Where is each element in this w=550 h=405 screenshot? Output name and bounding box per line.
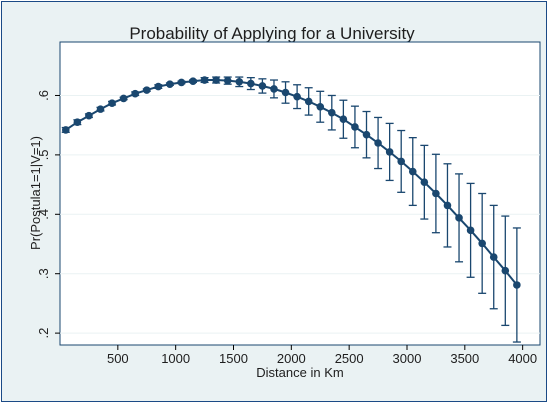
data-point [374, 139, 382, 147]
y-tick-label: .3 [36, 268, 51, 279]
data-point [200, 76, 209, 84]
data-point [96, 105, 105, 113]
data-point [73, 118, 82, 127]
data-point [316, 102, 325, 111]
y-tick-label: .4 [36, 209, 51, 220]
y-axis-label: Pr(Postula1=1|V=1) [28, 136, 43, 250]
series-line [65, 79, 518, 286]
data-point [247, 79, 255, 88]
data-point [131, 89, 139, 98]
data-point [142, 86, 151, 94]
data-point [478, 239, 486, 248]
y-axis: .2 .3 .4 .5 .6 [36, 90, 60, 339]
data-point [85, 111, 93, 120]
data-point [281, 88, 290, 97]
x-tick-label: 3000 [393, 351, 422, 366]
data-point [455, 214, 463, 222]
data-points [61, 76, 521, 289]
data-point [223, 76, 232, 85]
data-point [501, 266, 510, 275]
x-tick-label: 1500 [219, 351, 248, 366]
data-point [385, 148, 394, 156]
data-point [189, 77, 197, 86]
data-point [293, 92, 301, 101]
data-point [443, 201, 452, 210]
x-tick-label: 2500 [335, 351, 364, 366]
data-point [513, 281, 521, 289]
data-point [61, 126, 70, 134]
data-point [258, 82, 267, 90]
data-point [212, 76, 220, 84]
x-tick-label: 3500 [450, 351, 479, 366]
data-point [420, 178, 429, 187]
data-point [154, 82, 163, 91]
y-tick-label: .2 [36, 328, 51, 339]
data-point [408, 167, 417, 176]
x-axis: 500 1000 1500 2000 2500 3000 3500 4000 [107, 345, 537, 366]
data-point [362, 130, 371, 139]
x-tick-label: 1000 [161, 351, 190, 366]
data-point [351, 123, 359, 131]
x-axis-label: Distance in Km [256, 365, 343, 380]
data-point [166, 80, 174, 88]
y-tick-label: .5 [36, 149, 51, 160]
data-point [339, 115, 348, 124]
data-point [235, 78, 244, 86]
data-point [177, 78, 186, 87]
data-point [304, 97, 313, 106]
data-point [489, 253, 498, 261]
plot-area [59, 41, 541, 346]
x-tick-label: 500 [107, 351, 129, 366]
data-point [119, 94, 128, 103]
x-tick-label: 4000 [508, 351, 537, 366]
x-tick-label: 2000 [277, 351, 306, 366]
chart-title: Probability of Applying for a University [129, 24, 415, 43]
data-point [466, 226, 475, 235]
y-tick-label: .6 [36, 90, 51, 101]
data-point [328, 108, 336, 117]
data-point [270, 85, 278, 93]
data-point [397, 157, 406, 166]
data-point [432, 189, 440, 198]
data-point [108, 99, 116, 107]
